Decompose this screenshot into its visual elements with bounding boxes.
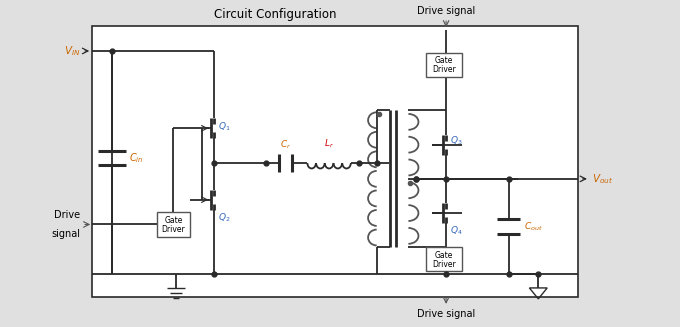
Text: $V_{IN}$: $V_{IN}$ <box>64 44 80 58</box>
Text: Driver: Driver <box>162 225 186 234</box>
Text: $Q_4$: $Q_4$ <box>450 225 463 237</box>
Text: $V_{out}$: $V_{out}$ <box>592 172 613 186</box>
Text: Drive signal: Drive signal <box>417 309 475 319</box>
Text: $C_r$: $C_r$ <box>280 139 291 151</box>
Text: signal: signal <box>51 230 80 239</box>
Text: Gate: Gate <box>435 251 454 260</box>
Bar <box>426 247 462 271</box>
Text: Gate: Gate <box>165 216 183 225</box>
Text: Driver: Driver <box>432 260 456 269</box>
Text: Drive signal: Drive signal <box>417 6 475 16</box>
Text: $Q_3$: $Q_3$ <box>450 135 462 147</box>
Bar <box>156 212 190 237</box>
Text: $Q_1$: $Q_1$ <box>218 120 231 133</box>
Text: $Q_2$: $Q_2$ <box>218 212 231 224</box>
Bar <box>92 26 578 297</box>
Text: $C_{in}$: $C_{in}$ <box>129 151 143 165</box>
Text: Driver: Driver <box>432 65 456 74</box>
Text: $C_{out}$: $C_{out}$ <box>524 220 543 233</box>
Text: $L_r$: $L_r$ <box>324 138 334 150</box>
Text: Gate: Gate <box>435 56 454 65</box>
Text: Circuit Configuration: Circuit Configuration <box>214 8 337 21</box>
Bar <box>426 53 462 77</box>
Text: Drive: Drive <box>54 210 80 219</box>
